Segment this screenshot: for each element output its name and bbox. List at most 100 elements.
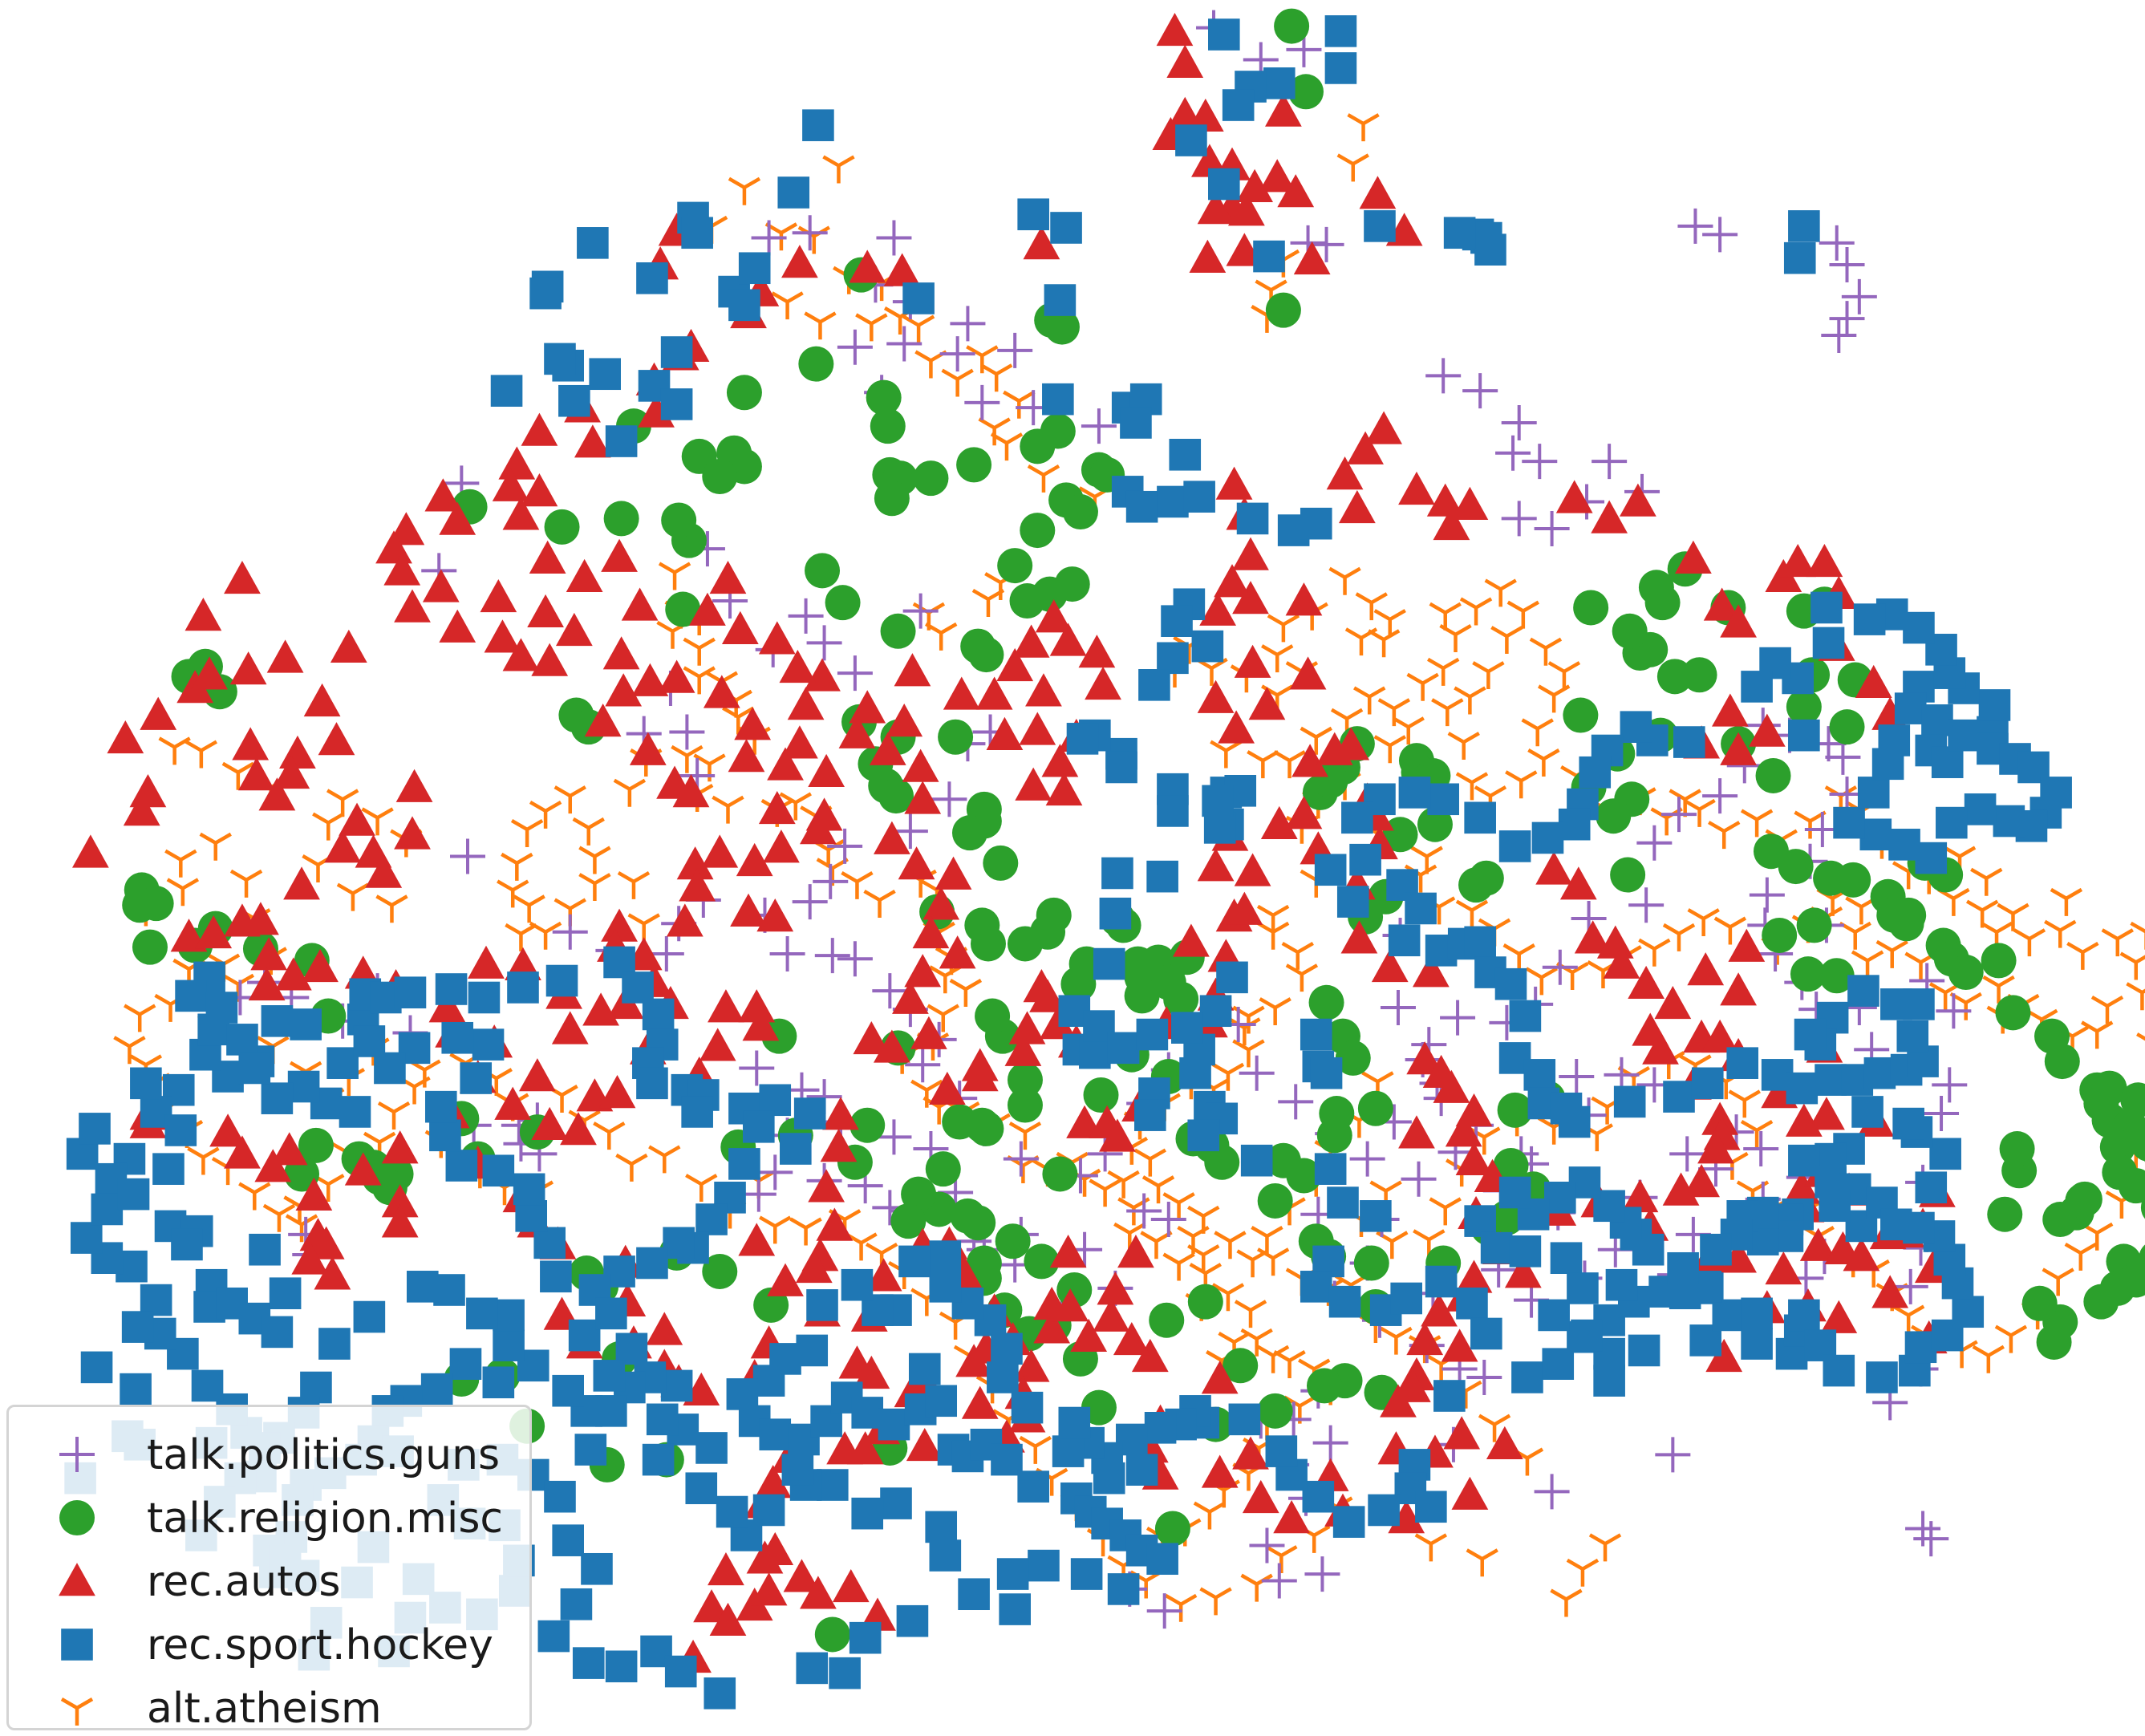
data-point-rec-autos xyxy=(1871,1275,1909,1308)
data-point-talk-politics-guns xyxy=(1636,825,1673,861)
data-point-alt-atheism xyxy=(1972,1345,2005,1373)
data-point-rec-sport-hockey xyxy=(991,1332,1023,1365)
data-point-rec-sport-hockey xyxy=(1892,1107,1924,1140)
data-point-rec-autos xyxy=(922,886,960,920)
data-point-talk-politics-guns xyxy=(757,1154,793,1190)
data-point-rec-autos xyxy=(1642,1031,1679,1065)
data-point-alt-atheism xyxy=(1454,686,1486,715)
data-point-rec-autos xyxy=(1232,537,1269,570)
data-point-talk-religion-misc xyxy=(1223,1348,1259,1384)
data-point-alt-atheism xyxy=(1414,1533,1448,1562)
data-point-talk-politics-guns xyxy=(648,936,684,972)
data-point-rec-autos xyxy=(646,1312,683,1345)
data-point-talk-religion-misc xyxy=(814,1616,850,1653)
data-point-rec-sport-hockey xyxy=(880,1487,912,1519)
data-point-rec-autos xyxy=(518,1058,556,1092)
data-point-alt-atheism xyxy=(1472,661,1505,690)
data-point-rec-sport-hockey xyxy=(1310,1057,1343,1089)
data-point-rec-sport-hockey xyxy=(1786,1072,1819,1105)
data-point-rec-sport-hockey xyxy=(1691,1067,1724,1100)
data-point-rec-sport-hockey xyxy=(493,1329,525,1361)
data-point-talk-religion-misc xyxy=(1762,917,1798,953)
data-point-rec-sport-hockey xyxy=(1240,1144,1273,1177)
data-point-alt-atheism xyxy=(1267,614,1300,643)
data-point-alt-atheism xyxy=(1373,735,1406,764)
data-point-talk-religion-misc xyxy=(849,1107,886,1143)
data-point-talk-religion-misc xyxy=(1257,1182,1293,1219)
data-point-rec-autos xyxy=(184,598,222,631)
data-point-rec-sport-hockey xyxy=(1146,1543,1178,1576)
data-point-talk-religion-misc xyxy=(284,1156,320,1192)
legend-marker-tri-down xyxy=(60,1697,94,1726)
data-point-rec-sport-hockey xyxy=(681,217,713,249)
data-point-talk-religion-misc xyxy=(1083,1077,1119,1113)
data-point-alt-atheism xyxy=(1027,464,1060,493)
data-point-rec-autos xyxy=(72,834,109,868)
data-point-rec-autos xyxy=(1398,1115,1435,1149)
data-point-rec-sport-hockey xyxy=(1179,1057,1211,1089)
data-point-rec-sport-hockey xyxy=(1427,783,1459,816)
data-point-talk-politics-guns xyxy=(1743,1131,1779,1167)
data-point-rec-sport-hockey xyxy=(1175,124,1207,156)
data-point-rec-sport-hockey xyxy=(1859,818,1892,851)
data-point-rec-autos xyxy=(1371,948,1409,983)
data-point-rec-sport-hockey xyxy=(1236,502,1269,535)
data-point-rec-sport-hockey xyxy=(1101,857,1133,890)
data-point-rec-sport-hockey xyxy=(642,998,675,1031)
data-point-rec-sport-hockey xyxy=(1544,1181,1576,1214)
data-point-rec-sport-hockey xyxy=(1810,591,1843,624)
data-point-rec-sport-hockey xyxy=(1302,1480,1335,1513)
data-point-rec-sport-hockey xyxy=(1157,795,1189,827)
data-point-rec-autos xyxy=(910,1016,947,1049)
data-point-rec-autos xyxy=(1039,1006,1077,1040)
data-point-rec-autos xyxy=(339,802,375,836)
data-point-rec-autos xyxy=(1052,1288,1089,1322)
data-point-rec-autos xyxy=(961,1385,999,1419)
data-point-rec-sport-hockey xyxy=(1134,1099,1166,1131)
data-point-talk-religion-misc xyxy=(1036,897,1072,933)
data-point-rec-autos xyxy=(1004,1032,1042,1066)
data-point-talk-religion-misc xyxy=(2120,1082,2145,1118)
data-point-rec-sport-hockey xyxy=(1474,233,1506,266)
data-point-rec-sport-hockey xyxy=(1700,1233,1732,1266)
data-point-alt-atheism xyxy=(728,176,761,205)
data-point-rec-autos xyxy=(1291,744,1328,777)
data-point-rec-autos xyxy=(758,621,796,655)
data-point-alt-atheism xyxy=(1455,772,1489,801)
data-point-talk-politics-guns xyxy=(751,220,787,256)
data-point-talk-politics-guns xyxy=(1655,1437,1691,1473)
data-point-rec-sport-hockey xyxy=(1443,217,1476,249)
data-point-rec-sport-hockey xyxy=(1903,611,1935,644)
data-point-rec-autos xyxy=(1049,623,1087,656)
data-point-talk-religion-misc xyxy=(2118,1168,2145,1204)
data-point-talk-politics-guns xyxy=(950,306,986,342)
data-point-rec-sport-hockey xyxy=(1120,407,1152,439)
data-point-rec-sport-hockey xyxy=(660,336,693,368)
data-point-rec-autos xyxy=(232,727,270,761)
data-point-rec-autos xyxy=(822,1097,859,1130)
data-point-rec-sport-hockey xyxy=(226,1024,258,1056)
data-point-talk-politics-guns xyxy=(1749,877,1785,913)
data-point-alt-atheism xyxy=(1259,997,1291,1026)
data-point-alt-atheism xyxy=(912,602,946,631)
data-point-alt-atheism xyxy=(1638,938,1671,967)
data-point-rec-autos xyxy=(1455,1142,1493,1175)
data-point-rec-autos xyxy=(709,560,747,594)
data-point-rec-sport-hockey xyxy=(568,1319,601,1352)
data-point-rec-autos xyxy=(1712,693,1749,727)
data-point-rec-autos xyxy=(763,829,800,863)
data-point-rec-sport-hockey xyxy=(1978,689,2011,721)
data-point-alt-atheism xyxy=(1529,637,1563,666)
data-point-rec-autos xyxy=(584,704,622,737)
data-point-rec-sport-hockey xyxy=(1138,669,1170,701)
data-point-rec-autos xyxy=(1189,239,1227,273)
data-point-rec-autos xyxy=(1326,456,1364,490)
data-point-rec-autos xyxy=(1398,471,1435,505)
data-point-rec-sport-hockey xyxy=(1628,1334,1660,1367)
data-point-rec-autos xyxy=(1197,679,1235,713)
data-point-talk-religion-misc xyxy=(1999,1131,2035,1167)
data-point-rec-autos xyxy=(1035,599,1072,633)
data-point-rec-autos xyxy=(302,948,339,983)
data-point-rec-autos xyxy=(738,1223,776,1256)
